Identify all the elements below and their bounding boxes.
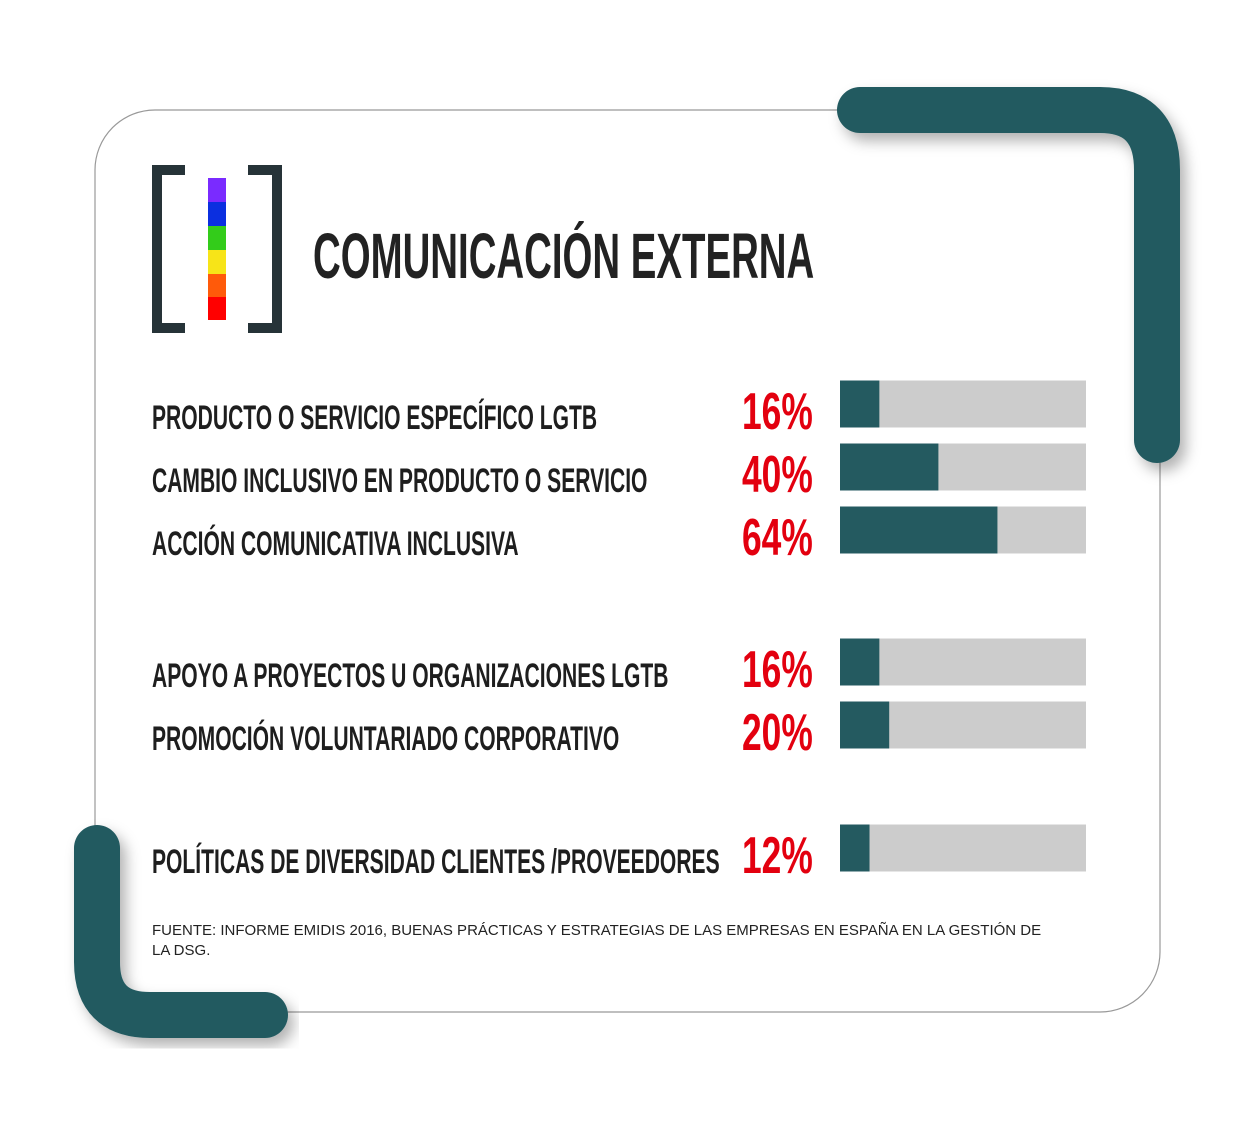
bar-track [840, 638, 1086, 686]
bar-track [840, 824, 1086, 872]
bar [840, 506, 998, 554]
value-label: 64% [742, 509, 813, 566]
category-label: CAMBIO INCLUSIVO EN PRODUCTO O SERVICIO [152, 461, 647, 499]
value-label: 16% [742, 383, 813, 440]
value-label: 20% [742, 704, 813, 761]
card [94, 109, 1161, 1013]
bar [840, 443, 939, 491]
source-note: FUENTE: INFORME EMIDIS 2016, BUENAS PRÁC… [152, 922, 1042, 959]
bar [840, 824, 870, 872]
category-label: POLÍTICAS DE DIVERSIDAD CLIENTES /PROVEE… [152, 842, 720, 880]
value-label: 40% [742, 446, 813, 503]
category-label: ACCIÓN COMUNICATIVA INCLUSIVA [152, 524, 519, 562]
bar [840, 380, 880, 428]
bar-track [840, 380, 1086, 428]
value-label: 12% [742, 827, 813, 884]
logo [152, 165, 282, 333]
chart-title: COMUNICACIÓN EXTERNA [313, 220, 814, 293]
corner-decoration [837, 87, 1180, 463]
bar [840, 638, 880, 686]
corner-decoration [74, 825, 288, 1038]
value-label: 16% [742, 641, 813, 698]
bar [840, 701, 890, 749]
category-label: APOYO A PROYECTOS U ORGANIZACIONES LGTB [152, 656, 668, 694]
category-label: PRODUCTO O SERVICIO ESPECÍFICO LGTB [152, 398, 597, 436]
category-label: PROMOCIÓN VOLUNTARIADO CORPORATIVO [152, 719, 619, 757]
